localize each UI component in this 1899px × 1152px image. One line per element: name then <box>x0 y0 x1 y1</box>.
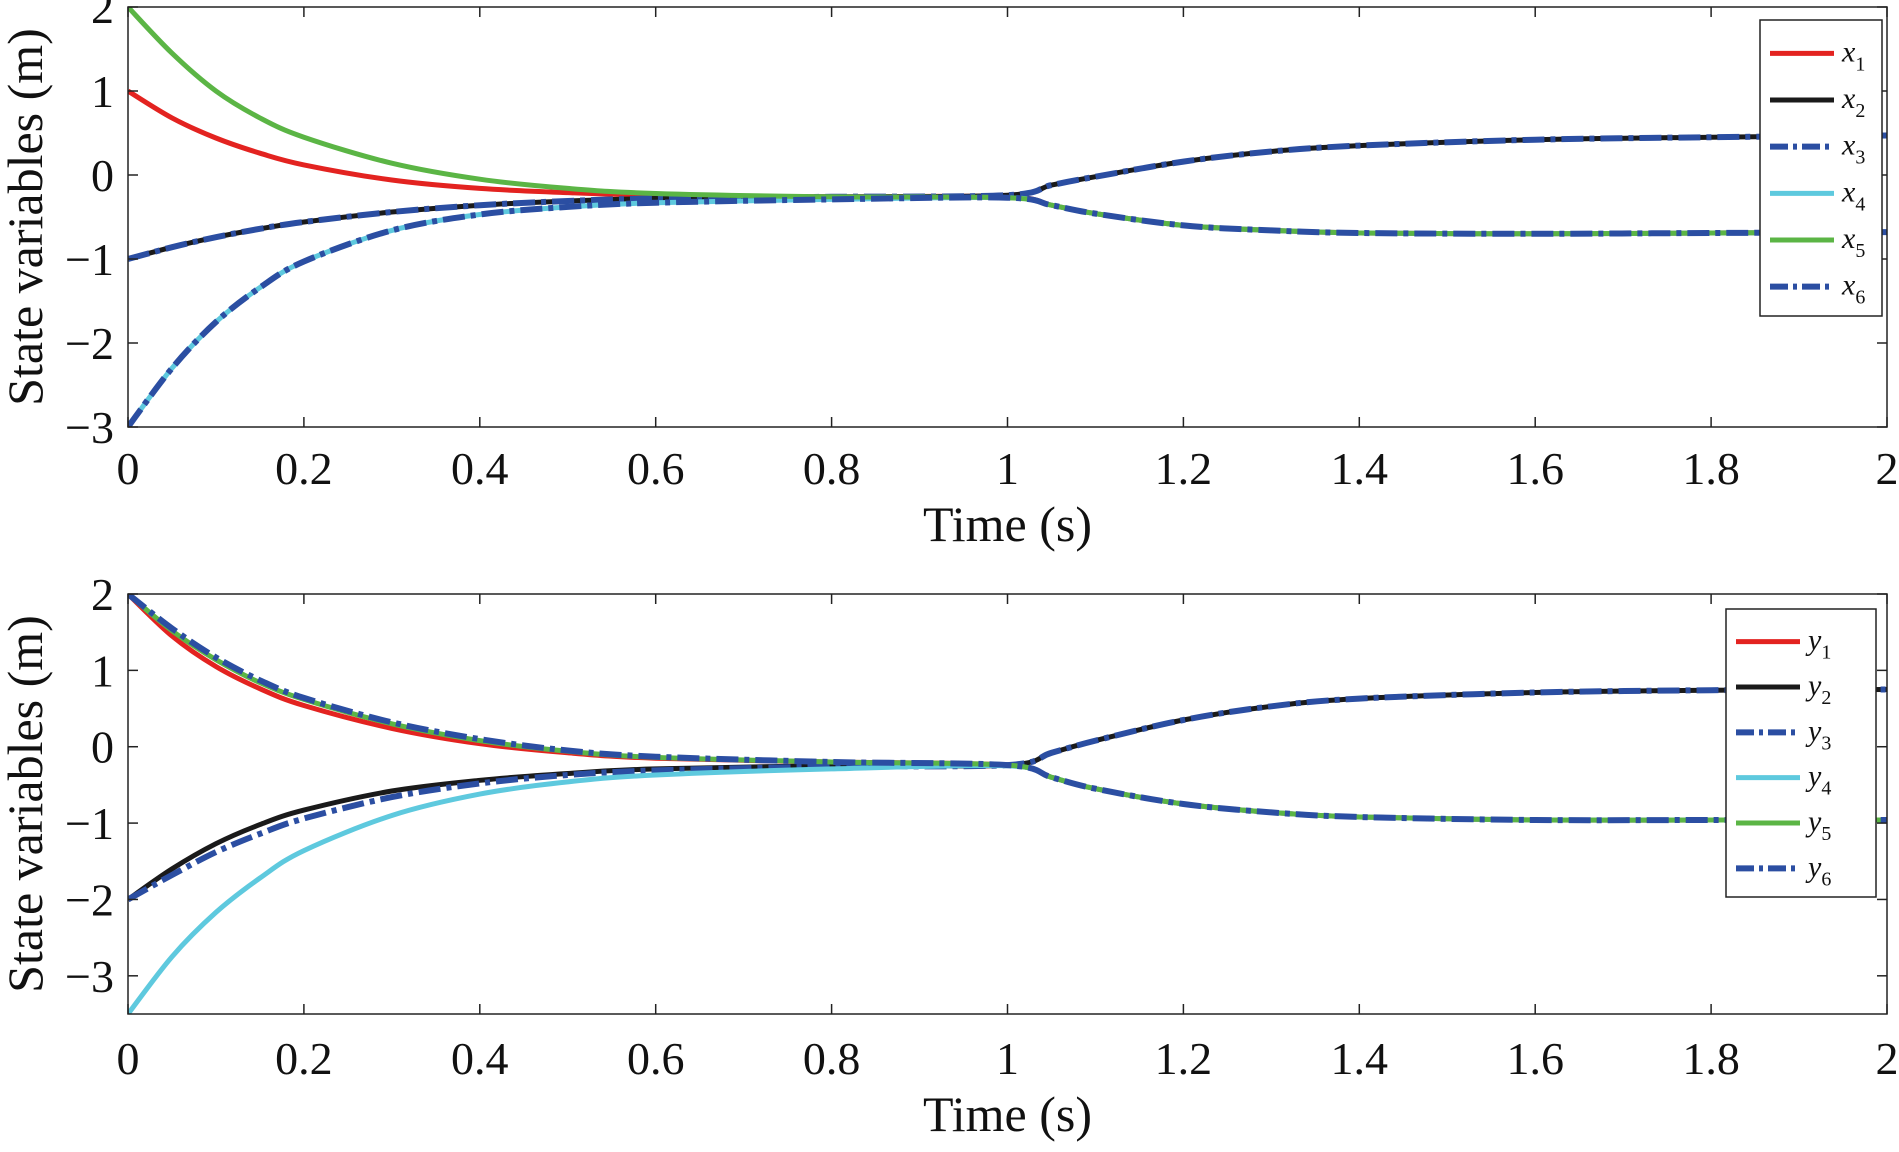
x-tick-label: 0.6 <box>627 443 685 494</box>
legend-label-var: x <box>1841 82 1856 115</box>
series-line-x6 <box>128 194 1887 427</box>
x-tick-label: 0 <box>117 443 140 494</box>
y-tick-label: 1 <box>91 645 114 696</box>
legend-label-subscript: 4 <box>1821 778 1831 800</box>
legend-label-var: x <box>1841 269 1856 302</box>
x-axis-label: Time (s) <box>923 1086 1092 1142</box>
series-line-y1 <box>128 594 1887 823</box>
plot-frame <box>127 6 1888 428</box>
legend-label-var: x <box>1841 175 1856 208</box>
x-tick-label: 1.6 <box>1506 1033 1564 1084</box>
legend-label-x6: x6 <box>1841 269 1865 309</box>
legend-label-subscript: 2 <box>1855 100 1865 122</box>
series-group <box>128 594 1887 1014</box>
x-tick-label: 1.8 <box>1682 443 1740 494</box>
y-tick-label: −3 <box>65 402 114 453</box>
legend-label-y4: y4 <box>1805 760 1831 800</box>
x-tick-label: 0.4 <box>451 1033 509 1084</box>
legend-label-var: y <box>1805 624 1822 657</box>
x-tick-label: 1.2 <box>1155 443 1213 494</box>
legend-label-var: y <box>1805 850 1822 883</box>
legend-label-var: y <box>1805 669 1822 702</box>
y-tick-label: −2 <box>65 318 114 369</box>
x-tick-label: 0.4 <box>451 443 509 494</box>
y-tick-label: 2 <box>91 0 114 33</box>
legend-label-y6: y6 <box>1805 850 1831 890</box>
legend-label-var: x <box>1841 129 1856 162</box>
y-axis-label: State variables (m) <box>0 615 53 993</box>
series-group <box>128 7 1887 427</box>
legend-label-subscript: 3 <box>1855 147 1865 169</box>
legend-box <box>1725 608 1877 898</box>
legend-label-x3: x3 <box>1841 129 1865 169</box>
legend-label-y3: y3 <box>1805 714 1831 754</box>
legend-label-subscript: 2 <box>1821 687 1831 709</box>
legend-label-subscript: 5 <box>1855 240 1865 262</box>
legend-label-subscript: 4 <box>1855 193 1865 215</box>
y-tick-label: 0 <box>91 722 114 773</box>
x-tick-label: 1 <box>996 443 1019 494</box>
x-tick-label: 1.2 <box>1155 1033 1213 1084</box>
legend-label-subscript: 1 <box>1821 642 1831 664</box>
legend-label-var: y <box>1805 760 1822 793</box>
y-tick-label: −3 <box>65 951 114 1002</box>
legend-label-var: x <box>1841 222 1856 255</box>
x-tick-label: 0.2 <box>275 443 333 494</box>
legend-label-subscript: 6 <box>1821 868 1831 890</box>
legend-label-subscript: 5 <box>1821 823 1831 845</box>
legend-label-x5: x5 <box>1841 222 1865 262</box>
y-axis-label: State variables (m) <box>0 28 53 406</box>
x-tick-label: 1.4 <box>1331 1033 1389 1084</box>
series-line-y4 <box>128 762 1887 1014</box>
x-tick-label: 0.2 <box>275 1033 333 1084</box>
y-tick-label: −1 <box>65 798 114 849</box>
legend-box <box>1759 19 1883 317</box>
series-line-y6 <box>128 594 1887 824</box>
series-line-x3 <box>128 132 1887 262</box>
x-tick-label: 1.6 <box>1506 443 1564 494</box>
legend-label-x2: x2 <box>1841 82 1865 122</box>
x-axis-label: Time (s) <box>923 496 1092 552</box>
legend-label-subscript: 1 <box>1855 53 1865 75</box>
chart-panel-2: 0 0.2 0.4 0.6 0.8 1 1.2 1.4 1.6 1.8 2 2 1 0 −1 −2 −3 Time… <box>0 569 1899 1142</box>
x-tick-label: 1.8 <box>1682 1033 1740 1084</box>
legend-label-y1: y1 <box>1805 624 1831 664</box>
legend-label-x1: x1 <box>1841 35 1865 75</box>
legend-label-var: y <box>1805 805 1822 838</box>
legend-label-var: y <box>1805 714 1822 747</box>
x-tick-label: 1 <box>996 1033 1019 1084</box>
legend-label-subscript: 3 <box>1821 732 1831 754</box>
plot-frame <box>127 593 1888 1015</box>
chart-panel-1: 0 0.2 0.4 0.6 0.8 1 1.2 1.4 1.6 1.8 2 2 1 0 −1 −2 −3 Time… <box>0 0 1899 552</box>
x-tick-label: 0.8 <box>803 443 861 494</box>
series-line-y5 <box>128 594 1887 823</box>
x-tick-label: 2 <box>1876 1033 1899 1084</box>
x-tick-label: 0.8 <box>803 1033 861 1084</box>
legend-label-x4: x4 <box>1841 175 1865 215</box>
legend-label-y2: y2 <box>1805 669 1831 709</box>
x-tick-label: 0.6 <box>627 1033 685 1084</box>
y-tick-label: 2 <box>91 569 114 620</box>
series-line-y3 <box>128 686 1887 903</box>
y-tick-label: −2 <box>65 874 114 925</box>
x-tick-label: 2 <box>1876 443 1899 494</box>
y-tick-label: 0 <box>91 150 114 201</box>
x-tick-label: 1.4 <box>1331 443 1389 494</box>
y-tick-label: 1 <box>91 66 114 117</box>
legend-label-var: x <box>1841 35 1856 68</box>
legend-label-subscript: 6 <box>1855 287 1865 309</box>
y-tick-label: −1 <box>65 234 114 285</box>
legend-label-y5: y5 <box>1805 805 1831 845</box>
x-tick-label: 0 <box>117 1033 140 1084</box>
